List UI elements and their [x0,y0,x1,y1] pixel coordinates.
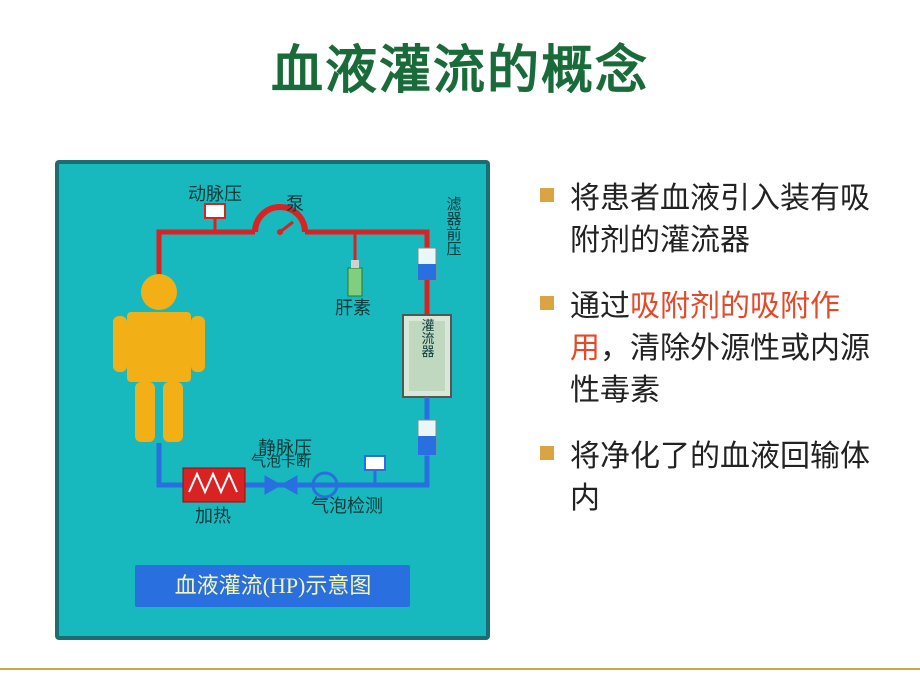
label-pump: 泵 [286,194,304,214]
heater-icon [183,468,245,502]
label-heparin: 肝素 [335,298,371,318]
label-heater: 加热 [195,506,231,526]
drip-chamber-bottom-icon [418,420,436,455]
bullet-text: 将净化了的血液回输体内 [570,436,880,520]
slide: 血液灌流的概念 [0,0,920,690]
label-arterial-pressure: 动脉压 [188,184,242,204]
label-bubble-clamp: 气泡卡断 [251,453,311,470]
diagram-caption: 血液灌流(HP)示意图 [135,565,410,607]
bullet-item: 将患者血液引入装有吸附剂的灌流器 [540,178,880,262]
label-perfusion: 灌流器 [420,319,435,359]
bullet-marker-icon [540,188,554,202]
footer-divider [0,668,920,670]
bullet-marker-icon [540,446,554,460]
bullet-item: 通过吸附剂的吸附作用，清除外源性或内源性毒素 [540,286,880,412]
svg-text:血液灌流(HP)示意图: 血液灌流(HP)示意图 [175,573,372,598]
slide-title: 血液灌流的概念 [0,28,920,103]
label-filter-pre-1: 滤器前压 [445,196,462,256]
bullet-text: 通过吸附剂的吸附作用，清除外源性或内源性毒素 [570,286,880,412]
bullet-item: 将净化了的血液回输体内 [540,436,880,520]
hemoperfusion-diagram: 动脉压 泵 滤器前压 肝素 灌流器 静脉压 气泡卡断 气泡检测 加热 血液灌流(… [55,160,490,640]
bullet-list: 将患者血液引入装有吸附剂的灌流器 通过吸附剂的吸附作用，清除外源性或内源性毒素 … [540,178,880,544]
bullet-text: 将患者血液引入装有吸附剂的灌流器 [570,178,880,262]
bullet-marker-icon [540,296,554,310]
label-bubble-detect: 气泡检测 [311,496,383,516]
